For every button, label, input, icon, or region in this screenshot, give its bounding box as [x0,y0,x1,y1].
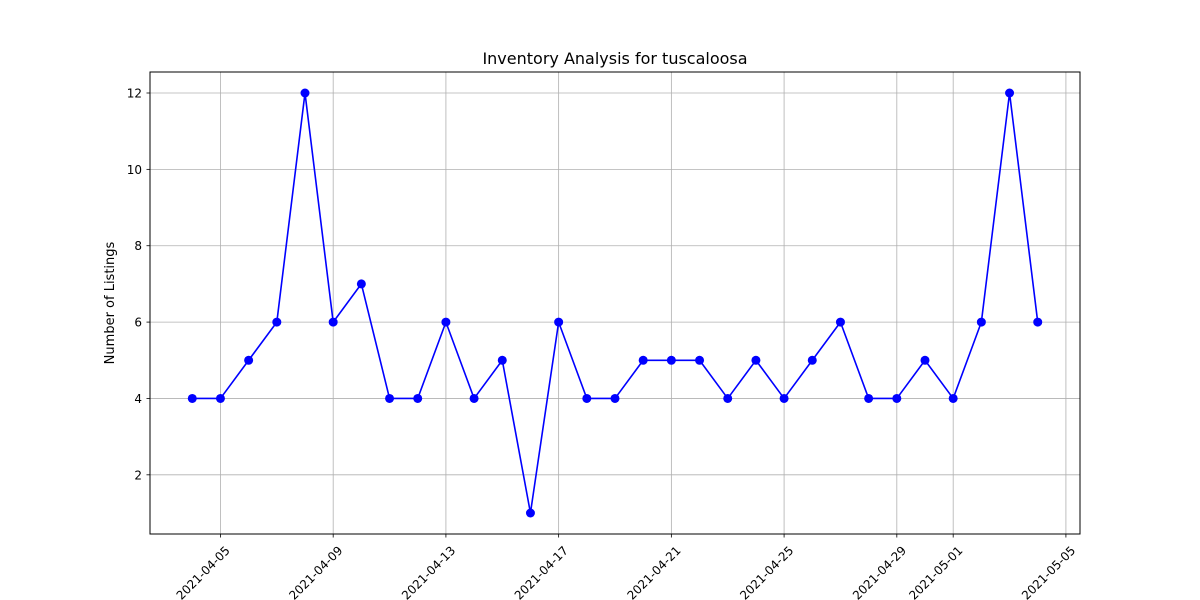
data-point [666,355,676,365]
data-point [300,88,310,98]
data-point [779,393,789,403]
data-point [215,393,225,403]
data-point [1033,317,1043,327]
data-point [469,393,479,403]
y-tick-label: 12 [127,87,142,101]
data-point [948,393,958,403]
series-layer [187,88,1043,518]
data-point [385,393,395,403]
data-point [187,393,197,403]
data-point [441,317,451,327]
y-tick-label: 10 [127,163,142,177]
y-tick-label: 8 [134,239,142,253]
y-tick-label: 6 [134,316,142,330]
y-tick-label: 2 [134,468,142,482]
chart-title: Inventory Analysis for tuscaloosa [482,49,747,68]
plot-frame [149,71,1081,535]
y-tick-label: 4 [134,392,142,406]
y-axis-label: Number of Listings [103,241,118,364]
data-point [554,317,564,327]
y-axis: 2 4 6 8 10 12 [127,87,150,482]
data-point [272,317,282,327]
data-point [525,508,535,518]
data-point [695,355,705,365]
data-point [244,355,254,365]
data-point [356,279,366,289]
data-point [610,393,620,403]
data-point [892,393,902,403]
data-point [723,393,733,403]
data-point [864,393,874,403]
data-point [976,317,986,327]
data-point [328,317,338,327]
data-point [413,393,423,403]
data-point [835,317,845,327]
data-point [638,355,648,365]
data-point [1005,88,1015,98]
data-point [807,355,817,365]
data-point [920,355,930,365]
data-point [751,355,761,365]
data-point [582,393,592,403]
data-point [497,355,507,365]
